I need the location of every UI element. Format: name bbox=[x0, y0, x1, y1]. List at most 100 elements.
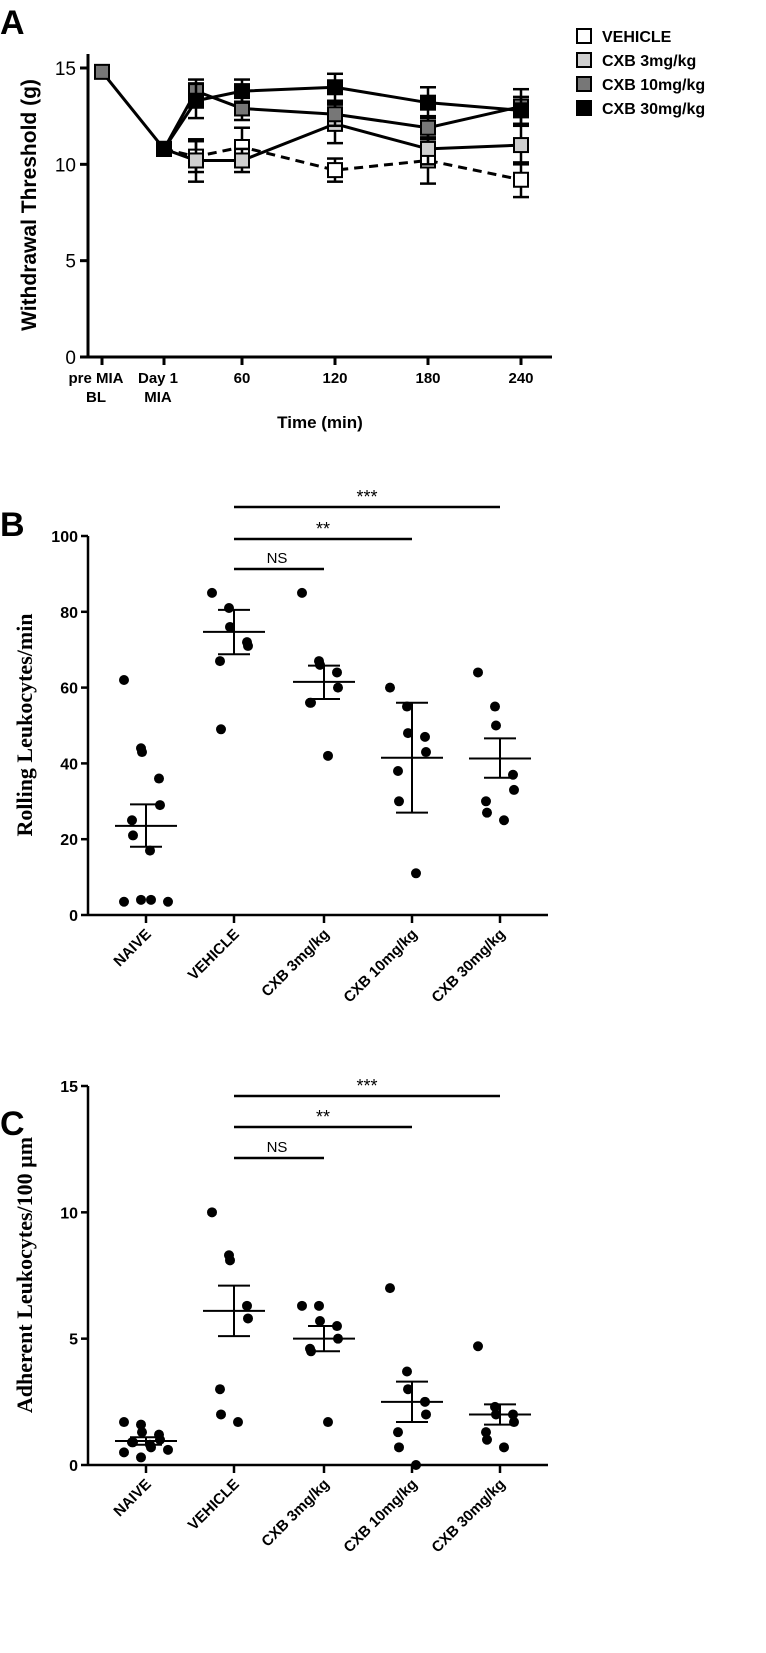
x-tick-label: 60 bbox=[234, 370, 251, 387]
data-point bbox=[402, 1366, 412, 1377]
y-tick-label: 15 bbox=[60, 1079, 78, 1096]
data-point bbox=[499, 815, 509, 826]
data-point bbox=[297, 1300, 307, 1311]
data-point bbox=[216, 1409, 226, 1420]
data-point bbox=[163, 896, 173, 907]
data-point-3 bbox=[188, 92, 204, 109]
data-point bbox=[420, 731, 430, 742]
legend-marker-2 bbox=[576, 76, 592, 92]
data-point bbox=[332, 667, 342, 678]
y-axis-title: Rolling Leukocytes/min bbox=[12, 613, 37, 836]
data-point bbox=[224, 603, 234, 614]
legend-label: CXB 30mg/kg bbox=[602, 101, 705, 118]
data-point bbox=[490, 701, 500, 712]
data-point-2 bbox=[327, 106, 343, 123]
y-tick-label: 0 bbox=[69, 908, 78, 925]
x-category-label: NAIVE bbox=[110, 926, 154, 970]
data-point-2 bbox=[94, 63, 110, 80]
data-point bbox=[145, 845, 155, 856]
data-point-1 bbox=[188, 152, 204, 169]
x-tick-label: pre MIA bbox=[68, 370, 123, 387]
data-point-3 bbox=[234, 83, 250, 100]
data-point bbox=[323, 750, 333, 761]
data-point-1 bbox=[234, 152, 250, 169]
data-point bbox=[385, 682, 395, 693]
data-point bbox=[216, 724, 226, 735]
data-point bbox=[243, 1313, 253, 1324]
data-point bbox=[242, 1300, 252, 1311]
data-point bbox=[207, 1207, 217, 1218]
legend-label: VEHICLE bbox=[602, 29, 672, 46]
x-category-label: NAIVE bbox=[110, 1476, 154, 1520]
x-category-label: CXB 10mg/kg bbox=[340, 926, 420, 1006]
x-tick-label-line2: BL bbox=[86, 389, 106, 406]
data-point bbox=[243, 640, 253, 651]
panel-label-b: B bbox=[0, 506, 25, 544]
data-point bbox=[119, 1447, 129, 1458]
data-point bbox=[207, 587, 217, 598]
significance-label: NS bbox=[267, 550, 288, 567]
data-point bbox=[394, 796, 404, 807]
y-axis-title: Adherent Leukocytes/100 µm bbox=[12, 1137, 37, 1413]
data-point bbox=[137, 747, 147, 758]
data-point bbox=[421, 1409, 431, 1420]
y-tick-label: 20 bbox=[60, 832, 78, 849]
x-tick-label: Day 1 bbox=[138, 370, 178, 387]
data-point bbox=[225, 1255, 235, 1266]
data-point-0 bbox=[513, 171, 529, 188]
data-point-0 bbox=[327, 162, 343, 179]
panel-a-line-chart: 0 5 10 15 pre MIA BL Day 1 MIA 60 120 180 240 Time (… bbox=[18, 28, 705, 432]
y-tick-label: 80 bbox=[60, 605, 78, 622]
data-point-2 bbox=[420, 119, 436, 136]
data-point-1 bbox=[513, 137, 529, 154]
data-point bbox=[119, 1417, 129, 1428]
panel-label-c: C bbox=[0, 1105, 25, 1143]
x-category-label: VEHICLE bbox=[185, 926, 243, 984]
legend-marker-1 bbox=[576, 52, 592, 68]
legend-marker-0 bbox=[576, 28, 592, 44]
x-tick-label: 240 bbox=[508, 370, 533, 387]
data-point bbox=[333, 682, 343, 693]
panel-b-scatter-chart: 0 20 40 60 80 100 NAIVE VEHICLE CXB 3mg/kg CXB 10… bbox=[12, 487, 548, 1006]
data-point bbox=[297, 587, 307, 598]
y-tick-label: 0 bbox=[65, 348, 76, 369]
x-category-label: CXB 30mg/kg bbox=[428, 926, 508, 1006]
panel-c-scatter-chart: 0 5 10 15 NAIVE VEHICLE CXB 3mg/kg CXB 10mg/kg C… bbox=[12, 1076, 548, 1556]
data-point bbox=[481, 796, 491, 807]
data-point bbox=[403, 728, 413, 739]
data-point bbox=[136, 1452, 146, 1463]
data-point bbox=[128, 830, 138, 841]
significance-label: *** bbox=[356, 1076, 377, 1096]
data-point bbox=[127, 815, 137, 826]
series-line-0 bbox=[163, 145, 522, 182]
data-point bbox=[491, 720, 501, 731]
x-tick-label: 120 bbox=[322, 370, 347, 387]
data-point bbox=[411, 868, 421, 879]
y-tick-label: 5 bbox=[69, 1332, 78, 1349]
data-point bbox=[323, 1417, 333, 1428]
data-point bbox=[421, 747, 431, 758]
data-point bbox=[215, 656, 225, 667]
data-point bbox=[225, 621, 235, 632]
significance-label: ** bbox=[316, 519, 330, 539]
data-point bbox=[136, 1419, 146, 1430]
data-point bbox=[473, 667, 483, 678]
x-tick-label: 180 bbox=[415, 370, 440, 387]
series-line-2 bbox=[100, 70, 522, 152]
x-axis-title: Time (min) bbox=[277, 413, 363, 432]
data-point bbox=[482, 1434, 492, 1445]
data-point bbox=[385, 1283, 395, 1294]
significance-label: NS bbox=[267, 1139, 288, 1156]
data-point-3 bbox=[156, 140, 172, 157]
data-point-3 bbox=[327, 79, 343, 96]
data-point bbox=[394, 1442, 404, 1453]
y-tick-label: 60 bbox=[60, 681, 78, 698]
data-point bbox=[315, 1315, 325, 1326]
y-tick-label: 5 bbox=[65, 252, 76, 273]
y-axis-title: Withdrawal Threshold (g) bbox=[18, 79, 41, 331]
data-point bbox=[393, 765, 403, 776]
data-point bbox=[499, 1442, 509, 1453]
data-point bbox=[154, 773, 164, 784]
data-point bbox=[137, 1427, 147, 1438]
